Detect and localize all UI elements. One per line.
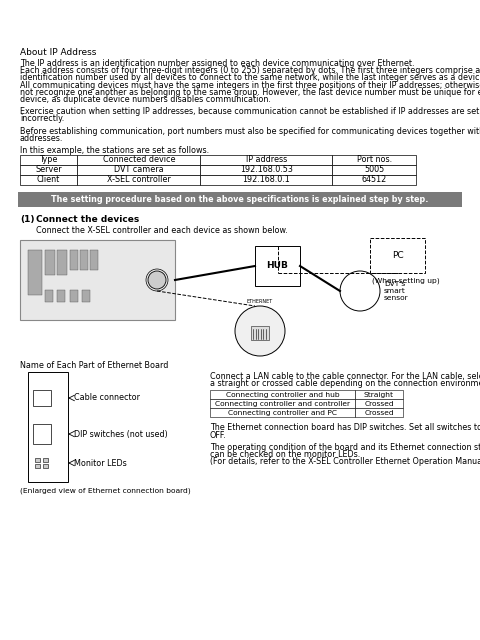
Bar [45,290,53,302]
Text: All communicating devices must have the same integers in the first three positio: All communicating devices must have the … [20,81,480,90]
Text: The IP address is an identification number assigned to each device communicating: The IP address is an identification numb… [20,59,415,68]
Text: device, as duplicate device numbers disables communication.: device, as duplicate device numbers disa… [20,95,271,104]
Bar [35,464,40,468]
Text: incorrectly.: incorrectly. [20,115,64,124]
Text: The operating condition of the board and its Ethernet connection status: The operating condition of the board and… [210,443,480,452]
Text: Connecting controller and controller: Connecting controller and controller [215,401,350,407]
Text: DVT's
smart
sensor: DVT's smart sensor [384,281,408,301]
Bar [210,390,355,399]
Text: About IP Address: About IP Address [20,48,96,57]
Text: Crossed: Crossed [364,401,394,407]
Circle shape [148,271,166,289]
Bar [33,390,51,406]
Text: Connecting controller and hub: Connecting controller and hub [226,392,339,398]
Text: PC: PC [392,251,403,260]
Bar [20,240,175,320]
Text: 192.168.0.1: 192.168.0.1 [242,175,290,184]
Text: 64512: 64512 [361,175,387,184]
Text: addresses.: addresses. [20,134,63,143]
Bar [201,155,333,165]
Text: a straight or crossed cable depending on the connection environment.: a straight or crossed cable depending on… [210,379,480,388]
Bar [57,250,67,275]
Bar [333,165,416,175]
Bar [43,458,48,462]
Text: not recognize one another as belonging to the same group. However, the last devi: not recognize one another as belonging t… [20,88,480,97]
Circle shape [235,306,285,356]
Text: Before establishing communication, port numbers must also be specified for commu: Before establishing communication, port … [20,127,480,136]
Text: Connect a LAN cable to the cable connector. For the LAN cable, select: Connect a LAN cable to the cable connect… [210,372,480,381]
Bar [355,399,403,408]
Bar [333,175,416,185]
Bar [251,326,269,340]
Text: (For details, refer to the X-SEL Controller Ethernet Operation Manual.): (For details, refer to the X-SEL Control… [210,457,480,466]
Bar [77,155,201,165]
Bar [18,192,462,207]
Text: can be checked on the monitor LEDs.: can be checked on the monitor LEDs. [210,450,360,459]
Bar [201,175,333,185]
Bar [28,372,68,482]
Bar [43,464,48,468]
Text: Port nos.: Port nos. [357,156,392,164]
Bar [210,408,355,417]
Text: 5005: 5005 [364,166,384,175]
Bar [28,250,42,295]
Text: HUB: HUB [266,262,288,271]
Text: identification number used by all devices to connect to the same network, while : identification number used by all device… [20,74,480,83]
Text: Crossed: Crossed [364,410,394,416]
Bar [77,165,201,175]
Bar [201,165,333,175]
Text: DIP switches (not used): DIP switches (not used) [74,429,168,438]
Text: (1): (1) [20,215,35,224]
Text: Cable connector: Cable connector [74,394,140,403]
Bar [33,424,51,444]
Bar [80,250,88,270]
Bar [20,155,77,165]
Text: ETHERNET: ETHERNET [247,299,273,304]
Bar [90,250,98,270]
Text: 192.168.0.53: 192.168.0.53 [240,166,293,175]
Bar [370,238,425,273]
Bar [355,408,403,417]
Text: (When setting up): (When setting up) [372,277,439,284]
Text: Monitor LEDs: Monitor LEDs [74,458,127,467]
Text: Exercise caution when setting IP addresses, because communication cannot be esta: Exercise caution when setting IP address… [20,107,479,116]
Text: Connect the X-SEL controller and each device as shown below.: Connect the X-SEL controller and each de… [36,226,288,235]
Bar [20,175,77,185]
Bar [20,165,77,175]
Text: Type: Type [39,156,58,164]
Bar [77,175,201,185]
Text: (Enlarged view of Ethernet connection board): (Enlarged view of Ethernet connection bo… [20,487,191,493]
Text: DVT camera: DVT camera [114,166,164,175]
Bar [45,250,55,275]
Text: X-SEL controller: X-SEL controller [107,175,171,184]
Text: The Ethernet connection board has DIP switches. Set all switches to: The Ethernet connection board has DIP sw… [210,424,480,433]
Text: The setting procedure based on the above specifications is explained step by ste: The setting procedure based on the above… [51,195,429,204]
Bar [210,399,355,408]
Text: OFF.: OFF. [210,431,227,440]
Text: Server: Server [36,166,62,175]
Text: Connect the devices: Connect the devices [36,215,139,224]
Bar [70,290,78,302]
Text: IP address: IP address [246,156,287,164]
Text: Connected device: Connected device [103,156,175,164]
Bar [82,290,90,302]
Bar [355,390,403,399]
Bar [57,290,65,302]
Text: Straight: Straight [364,392,394,398]
Bar [70,250,78,270]
Text: Connecting controller and PC: Connecting controller and PC [228,410,337,416]
Circle shape [340,271,380,311]
Bar [255,246,300,286]
Text: Name of Each Part of Ethernet Board: Name of Each Part of Ethernet Board [20,361,168,370]
Text: Each address consists of four three-digit integers (0 to 255) separated by dots.: Each address consists of four three-digi… [20,66,480,76]
Text: Client: Client [37,175,60,184]
Bar [333,155,416,165]
Bar [35,458,40,462]
Text: In this example, the stations are set as follows.: In this example, the stations are set as… [20,146,209,155]
